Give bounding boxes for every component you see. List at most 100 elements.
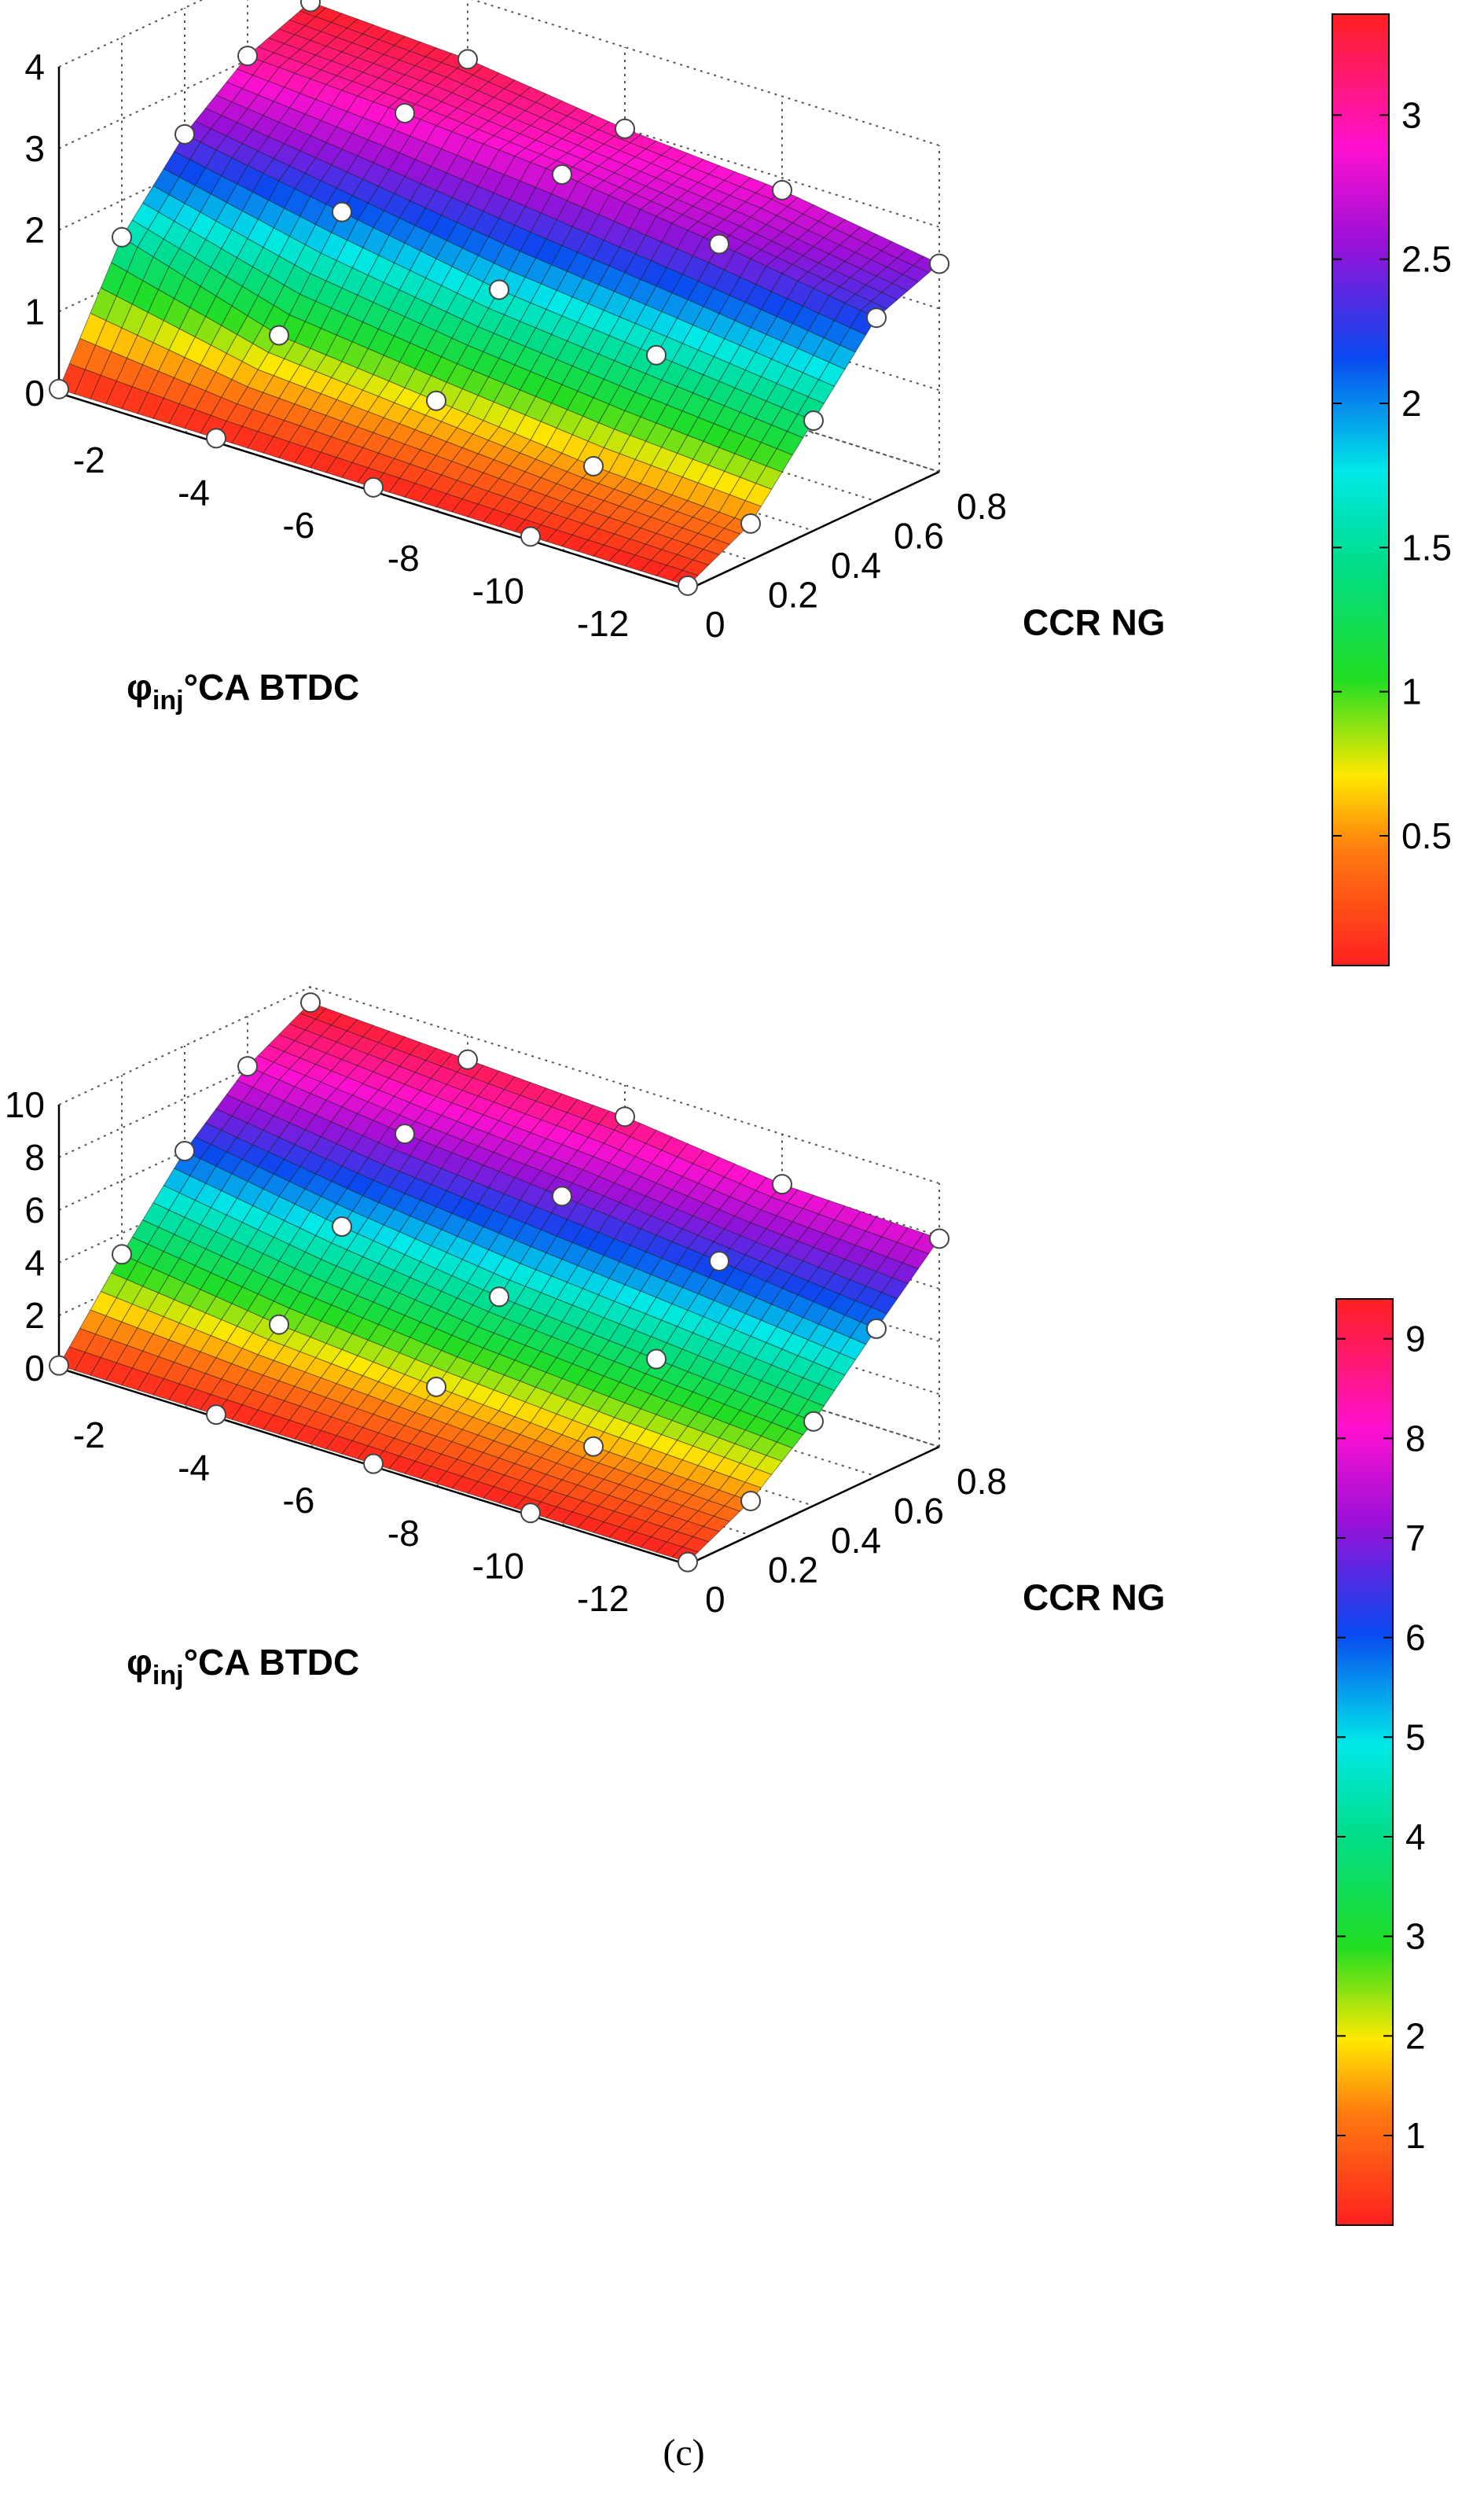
data-point: [332, 1216, 352, 1237]
phi-subscript: inj: [152, 686, 184, 716]
colorbar-tick-label: 0.5: [1401, 815, 1452, 856]
ccr-tick-label: 0: [705, 604, 725, 645]
z-tick-label: 4: [24, 46, 45, 87]
phi-tick-label: -10: [472, 1546, 524, 1587]
colorbar-tick-label: 4: [1405, 1816, 1426, 1857]
surface: [58, 1, 940, 587]
data-point: [426, 390, 446, 411]
ccr-axis-line: [687, 470, 940, 591]
data-point: [49, 378, 69, 399]
colorbar-tick-label: 7: [1405, 1518, 1426, 1558]
data-point: [395, 1124, 415, 1145]
data-point: [552, 164, 572, 185]
data-point: [772, 179, 792, 200]
ccr-tick-label: 0.8: [957, 1461, 1007, 1502]
ccr-tick-label: 0.2: [768, 1550, 818, 1591]
ccr-tick-label: 0.6: [894, 516, 944, 557]
data-point: [489, 279, 509, 300]
data-point: [615, 1106, 635, 1128]
panel-caption: (c): [663, 2432, 704, 2474]
phi-tick-label: -12: [577, 1578, 629, 1619]
colorbar-tick-label: 3: [1401, 94, 1422, 135]
data-point: [803, 1411, 824, 1432]
colorbar-tick-label: 1.5: [1401, 527, 1452, 568]
data-point: [363, 476, 384, 498]
data-point: [426, 1376, 446, 1397]
data-point: [552, 1186, 572, 1207]
ccr-tick-label: 0.4: [831, 545, 881, 586]
z-tick-label: 2: [24, 210, 45, 251]
data-point: [49, 1355, 69, 1376]
data-point: [457, 49, 478, 70]
data-point: [269, 1314, 289, 1335]
surface: [58, 1002, 940, 1563]
data-point: [772, 1174, 792, 1195]
data-point: [615, 118, 635, 139]
z-tick-label: 6: [24, 1190, 45, 1231]
colorbar: 0.5 1 1.5 2 2.5 3: [1332, 13, 1452, 966]
ccr-tick-label: 0.6: [894, 1491, 944, 1532]
data-point: [206, 428, 226, 449]
data-point: [866, 307, 887, 329]
colorbar-tick-label: 2: [1405, 2015, 1426, 2056]
phi-subscript: inj: [152, 1661, 184, 1690]
data-markers: [49, 992, 950, 1573]
phi-tick-label: -4: [178, 1448, 210, 1488]
colorbar-tick-label: 6: [1405, 1617, 1426, 1658]
colorbar-tick-label: 8: [1405, 1418, 1426, 1459]
data-point: [803, 410, 824, 431]
z-gridline: [58, 0, 940, 146]
ccr-tick-label: 0: [705, 1579, 725, 1620]
z-tick-label: 8: [24, 1137, 45, 1178]
data-point: [929, 253, 950, 274]
phi-tick-label: -10: [472, 571, 524, 612]
data-point: [740, 513, 761, 534]
data-markers: [49, 0, 950, 596]
ccr-tick-label: 0.2: [768, 575, 818, 616]
phi-axis-label: φinj°CA BTDC: [127, 667, 359, 716]
phi-tick-label: -6: [282, 1480, 314, 1521]
data-point: [457, 1049, 478, 1070]
data-point: [112, 226, 132, 248]
phi-tick-label: -8: [388, 1513, 420, 1554]
data-point: [489, 1286, 509, 1308]
ccr-tick-label: 0.8: [957, 486, 1007, 527]
colorbar-tick-label: 1: [1405, 2115, 1426, 2156]
z-tick-label: 0: [24, 1348, 45, 1389]
ccr-axis-label: CCR NG: [1023, 1577, 1165, 1618]
colorbar-gradient: [1335, 1298, 1394, 2226]
z-tick-label: 1: [24, 291, 45, 332]
data-point: [866, 1318, 887, 1339]
colorbar-tick-label: 2.5: [1401, 239, 1452, 280]
data-point: [520, 526, 541, 547]
colorbar-tick-label: 9: [1405, 1319, 1426, 1359]
colorbar-tick-label: 2: [1401, 383, 1422, 424]
data-point: [363, 1453, 384, 1474]
z-tick-label: 4: [24, 1242, 45, 1283]
data-point: [174, 123, 195, 145]
data-point: [678, 575, 698, 596]
data-point: [709, 1250, 729, 1271]
data-point: [112, 1244, 132, 1265]
phi-unit: °CA BTDC: [184, 1642, 360, 1683]
phi-unit: °CA BTDC: [184, 667, 360, 708]
data-point: [646, 1348, 667, 1370]
phi-tick-label: -8: [388, 538, 420, 579]
colorbar: 1 2 3 4 5 6 7 8 9: [1335, 1298, 1426, 2226]
data-point: [237, 46, 258, 67]
data-point: [929, 1228, 950, 1249]
colorbar-gradient: [1332, 13, 1390, 966]
data-point: [269, 325, 289, 346]
phi-tick-label: -12: [577, 603, 629, 644]
z-tick-label: 0: [24, 373, 45, 414]
data-point: [237, 1056, 258, 1077]
z-tick-label: 10: [5, 1084, 45, 1125]
data-point: [740, 1490, 761, 1511]
data-point: [583, 1436, 604, 1457]
colorbar-tick-label: 3: [1405, 1916, 1426, 1957]
data-point: [395, 102, 415, 123]
phi-tick-label: -2: [73, 1415, 105, 1455]
